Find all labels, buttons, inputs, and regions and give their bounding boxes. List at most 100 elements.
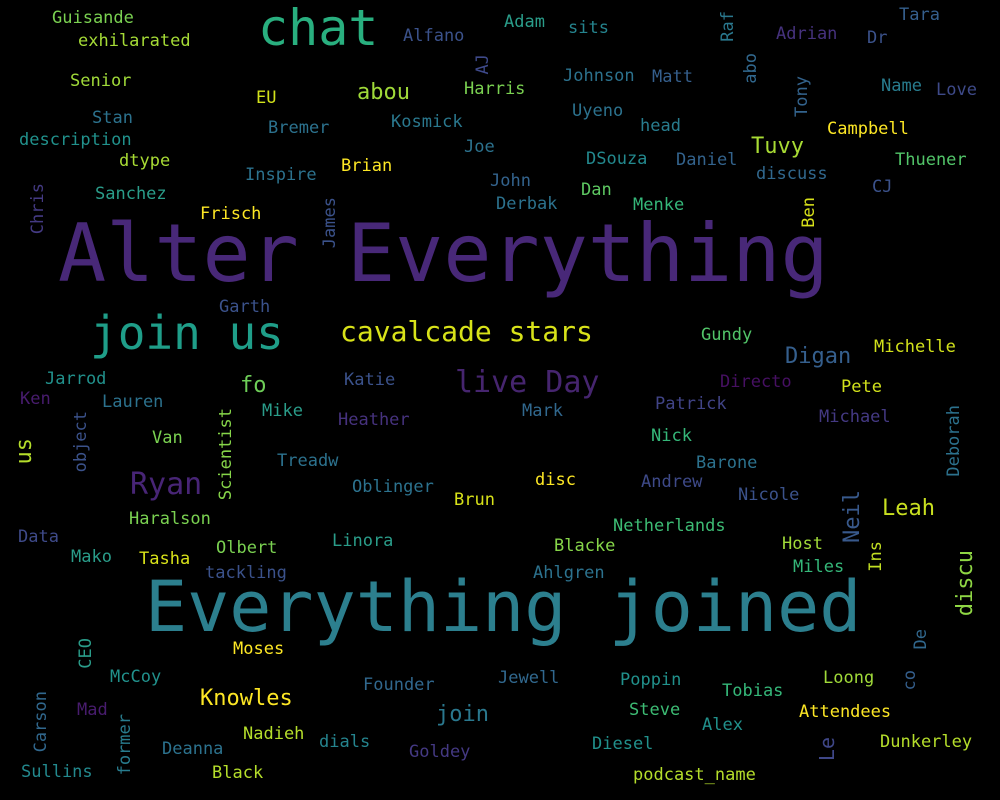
word-barone: Barone — [696, 453, 758, 474]
word-co: co — [900, 669, 920, 691]
word-johnson: Johnson — [563, 66, 635, 87]
word-nadieh: Nadieh — [243, 724, 305, 745]
word-guisande: Guisande — [52, 8, 134, 29]
word-frisch: Frisch — [200, 204, 262, 225]
word-goldey: Goldey — [409, 742, 471, 763]
word-neil: Neil — [840, 489, 865, 543]
word-de: De — [911, 628, 931, 650]
word-sullins: Sullins — [21, 762, 93, 783]
word-mike: Mike — [262, 401, 303, 422]
word-mad: Mad — [77, 700, 108, 721]
word-steve: Steve — [629, 700, 681, 721]
word-ceo: CEO — [76, 637, 96, 669]
word-black: Black — [212, 763, 264, 784]
word-linora: Linora — [332, 531, 394, 552]
word-kosmick: Kosmick — [391, 112, 463, 133]
word-ryan: Ryan — [130, 466, 203, 502]
word-van: Van — [152, 428, 183, 449]
word-moses: Moses — [233, 639, 285, 660]
word-digan: Digan — [785, 344, 852, 370]
word-ins: Ins — [866, 540, 886, 572]
word-garth: Garth — [219, 297, 271, 318]
word-ken: Ken — [20, 389, 51, 410]
word-jewell: Jewell — [498, 668, 560, 689]
word-abou: abou — [357, 80, 410, 106]
word-chris: Chris — [28, 182, 48, 234]
word-michelle: Michelle — [874, 337, 956, 358]
word-aj: AJ — [473, 53, 493, 75]
word-mako: Mako — [71, 547, 112, 568]
word-inspire: Inspire — [245, 165, 317, 186]
word-dunkerley: Dunkerley — [880, 732, 973, 753]
word-dials: dials — [319, 732, 371, 753]
word-raf: Raf — [718, 10, 738, 42]
word-heather: Heather — [338, 410, 410, 431]
word-tobias: Tobias — [722, 681, 784, 702]
word-eu: EU — [256, 88, 277, 109]
word-stan: Stan — [92, 108, 133, 129]
word-olbert: Olbert — [216, 538, 278, 559]
word-former: former — [115, 714, 135, 776]
word-live-day: live Day — [455, 364, 600, 400]
word-deanna: Deanna — [162, 739, 224, 760]
word-oblinger: Oblinger — [352, 477, 434, 498]
word-haralson: Haralson — [129, 509, 211, 530]
word-dtype: dtype — [119, 151, 171, 172]
word-founder: Founder — [363, 675, 435, 696]
word-everything-joined: Everything joined — [145, 566, 862, 649]
word-attendees: Attendees — [799, 702, 892, 723]
word-abo: abo — [741, 52, 761, 84]
word-nicole: Nicole — [738, 485, 800, 506]
word-object: object — [71, 411, 91, 473]
word-tuvy: Tuvy — [751, 134, 804, 160]
word-joe: Joe — [464, 137, 495, 158]
word-love: Love — [936, 80, 977, 101]
word-cj: CJ — [872, 177, 893, 198]
word-gundy: Gundy — [701, 325, 753, 346]
word-description: description — [19, 130, 132, 151]
word-patrick: Patrick — [655, 394, 727, 415]
word-brian: Brian — [341, 156, 393, 177]
word-mccoy: McCoy — [110, 667, 162, 688]
word-sanchez: Sanchez — [95, 184, 167, 205]
word-le: Le — [815, 737, 839, 762]
word-name: Name — [881, 76, 922, 97]
word-join-us: join us — [90, 306, 284, 361]
word-miles: Miles — [793, 557, 845, 578]
word-adam: Adam — [504, 12, 545, 33]
word-join: join — [436, 702, 489, 728]
word-dr: Dr — [867, 28, 888, 49]
word-ahlgren: Ahlgren — [533, 563, 605, 584]
word-deborah: Deborah — [944, 405, 964, 477]
word-exhilarated: exhilarated — [78, 31, 191, 52]
word-john: John — [490, 171, 531, 192]
word-us: us — [12, 437, 37, 465]
word-leah: Leah — [882, 496, 935, 522]
word-blacke: Blacke — [554, 536, 616, 557]
word-tara: Tara — [899, 5, 940, 26]
word-daniel: Daniel — [676, 150, 738, 171]
word-adrian: Adrian — [776, 24, 838, 45]
word-menke: Menke — [633, 195, 685, 216]
word-discuss: discuss — [756, 164, 828, 185]
word-chat: chat — [258, 0, 379, 57]
word-lauren: Lauren — [102, 392, 164, 413]
word-ben: Ben — [799, 196, 819, 228]
word-tony: Tony — [792, 75, 812, 117]
word-brun: Brun — [454, 490, 495, 511]
word-andrew: Andrew — [641, 472, 703, 493]
word-nick: Nick — [651, 426, 692, 447]
word-james: James — [320, 196, 340, 248]
word-discu: discu — [953, 550, 978, 617]
word-poppin: Poppin — [620, 670, 682, 691]
word-derbak: Derbak — [496, 194, 558, 215]
word-tasha: Tasha — [139, 549, 191, 570]
word-treadw: Treadw — [277, 451, 339, 472]
word-diesel: Diesel — [592, 734, 654, 755]
word-alter-everything: Alter Everything — [58, 206, 829, 300]
word-campbell: Campbell — [827, 119, 909, 140]
word-dsouza: DSouza — [586, 149, 648, 170]
word-jarrod: Jarrod — [45, 369, 107, 390]
word-podcast-name: podcast_name — [633, 765, 756, 786]
